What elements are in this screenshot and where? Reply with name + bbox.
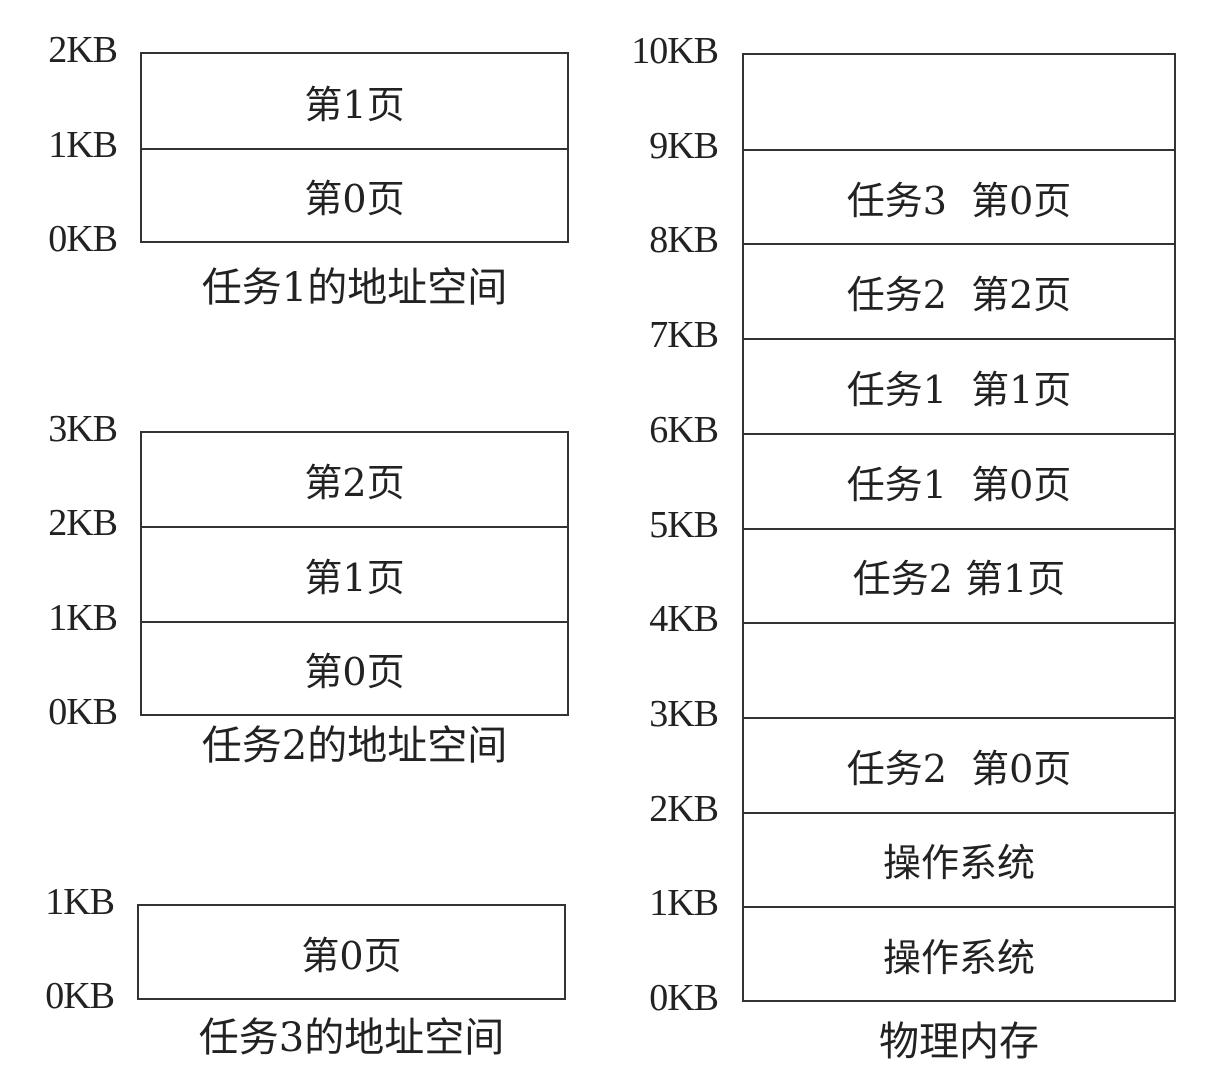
task2-address-space-tick-label: 2KB	[48, 502, 118, 544]
task3-address-space-box: 第0页	[137, 903, 566, 1000]
task2-address-space-segment: 第2页	[304, 461, 405, 506]
task1-address-space-tick-label: 2KB	[48, 29, 118, 71]
task1-address-space-tick-label: 0KB	[48, 218, 118, 260]
task1-address-space-segment: 第0页	[142, 147, 567, 243]
physical-memory-tick-label: 10KB	[631, 30, 719, 72]
task2-address-space-tick-label: 1KB	[48, 596, 118, 639]
task2-address-space-tick-label: 0KB	[48, 691, 118, 733]
task2-address-space-segment: 第0页	[142, 620, 567, 716]
physical-memory-tick-label: 0KB	[649, 977, 719, 1019]
physical-memory-segment	[744, 55, 1174, 150]
physical-memory-segment: 操作系统	[744, 906, 1174, 1001]
task3-address-space-tick-label: 0KB	[45, 975, 115, 1017]
physical-memory-tick-label: 1KB	[649, 882, 719, 925]
physical-memory-tick-label: 9KB	[649, 124, 719, 167]
physical-memory-segment: 任务2 第1页	[744, 527, 1174, 623]
physical-memory-caption: 物理内存	[879, 1019, 1039, 1065]
task1-address-space-segment: 第1页	[304, 82, 405, 127]
physical-memory-segment: 任务3 第0页	[744, 148, 1174, 244]
physical-memory-tick-label: 7KB	[649, 314, 719, 357]
task1-address-space-box: 第1页 第0页	[140, 52, 569, 243]
task3-address-space-caption: 任务3的地址空间	[198, 1015, 505, 1061]
physical-memory-tick-label: 4KB	[649, 598, 719, 641]
physical-memory-tick-label: 2KB	[649, 787, 719, 830]
physical-memory-segment: 任务1 第0页	[744, 432, 1174, 528]
task2-address-space-box: 第2页第1页 第0页	[140, 430, 569, 716]
task3-address-space-segment: 第0页	[301, 934, 402, 979]
physical-memory-tick-label: 5KB	[649, 503, 719, 546]
task1-address-space-caption: 任务1的地址空间	[201, 265, 508, 311]
physical-memory-box: 任务3 第0页 任务2 第2页 任务1 第1页 任务1 第0页 任务2 第1页 任务2 第…	[742, 53, 1176, 1002]
physical-memory-tick-label: 3KB	[649, 692, 719, 735]
task2-address-space-caption: 任务2的地址空间	[201, 723, 508, 769]
physical-memory-tick-label: 6KB	[649, 408, 719, 451]
task1-address-space-tick-label: 1KB	[48, 123, 118, 166]
physical-memory-segment: 任务2 第0页	[744, 716, 1174, 812]
task2-address-space-segment: 第1页	[142, 526, 567, 621]
physical-memory-segment	[744, 622, 1174, 717]
task3-address-space-tick-label: 1KB	[45, 880, 115, 923]
physical-memory-segment: 操作系统	[744, 811, 1174, 907]
physical-memory-segment: 任务1 第1页	[744, 338, 1174, 433]
physical-memory-tick-label: 8KB	[649, 219, 719, 262]
physical-memory-segment: 任务2 第2页	[744, 243, 1174, 338]
task2-address-space-tick-label: 3KB	[48, 407, 118, 450]
